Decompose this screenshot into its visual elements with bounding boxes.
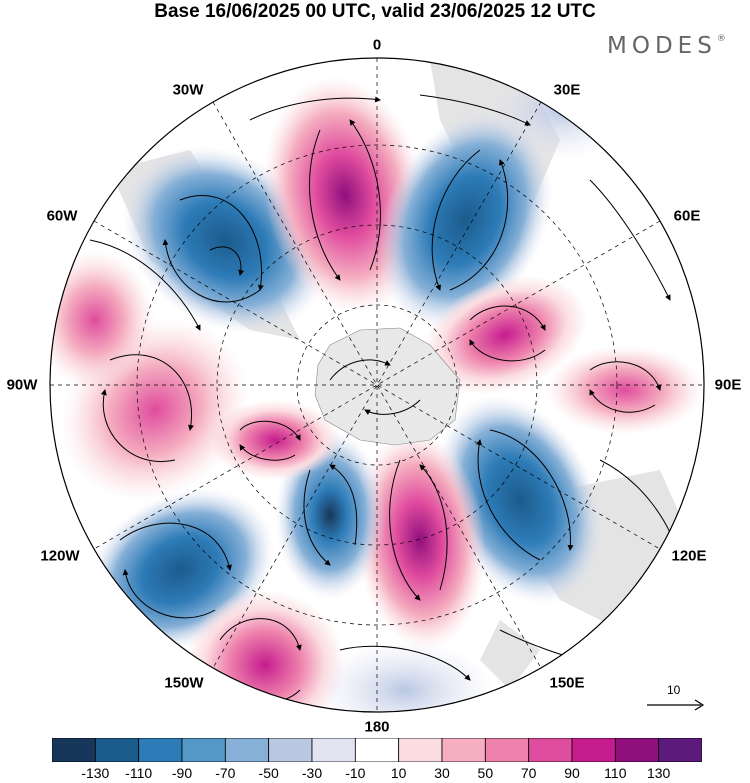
lon-label-150e: 150E (549, 674, 585, 692)
colorbar-tick: 10 (390, 765, 407, 781)
colorbar-box (528, 738, 573, 762)
colorbar-box (354, 738, 400, 762)
antarctica-land (314, 327, 461, 446)
lon-label-180: 180 (364, 718, 390, 736)
colorbar-tick: 70 (520, 765, 537, 781)
colorbar-box (268, 738, 313, 762)
colorbar-box (658, 738, 702, 762)
graticule (50, 58, 704, 712)
lon-label-120e: 120E (671, 547, 707, 565)
colorbar-tick: -10 (345, 765, 366, 781)
colorbar-tick: 30 (434, 765, 450, 781)
colorbar-box (52, 738, 96, 762)
colorbar-box (484, 738, 530, 762)
lon-label-90e: 90E (714, 376, 742, 394)
colorbar-tick: -90 (171, 765, 193, 781)
colorbar-box (311, 738, 356, 762)
colorbar-box (571, 738, 616, 762)
new-zealand-land (480, 620, 540, 690)
lon-label-60e: 60E (673, 207, 701, 225)
colorbar-box (94, 738, 140, 762)
colorbar-tick: -70 (215, 765, 236, 781)
colorbar-tick: -110 (125, 765, 153, 781)
colorbar-tick: 130 (646, 765, 671, 781)
colorbar-tick: -130 (81, 765, 110, 781)
lon-label-0: 0 (372, 36, 382, 54)
lon-label-150w: 150W (164, 674, 204, 692)
map-title: Base 16/06/2025 00 UTC, valid 23/06/2025… (154, 1, 596, 22)
lon-label-60w: 60W (46, 207, 78, 225)
vector-reference-label: 10 (667, 683, 681, 697)
colorbar-tick: 110 (604, 765, 627, 781)
field-layer (50, 58, 704, 712)
colorbar-tick: 50 (477, 765, 494, 781)
wind-vectors (89, 94, 682, 703)
colorbar-box (138, 738, 183, 762)
lon-label-30e: 30E (553, 81, 581, 99)
lon-label-90w: 90W (6, 376, 38, 394)
brand-logo: MODES® (607, 33, 726, 59)
colorbar-tick: 90 (564, 765, 580, 781)
colorbar-box (614, 738, 660, 762)
colorbar-box (224, 738, 270, 762)
vector-reference-arrow (647, 699, 705, 711)
colorbar-box (181, 738, 226, 762)
colorbar-tick: -30 (301, 765, 323, 781)
map-boundary (49, 57, 705, 713)
colorbar-box (441, 738, 486, 762)
colorbar-box (398, 738, 443, 762)
colorbar-tick: -50 (258, 765, 279, 781)
lon-label-120w: 120W (40, 547, 80, 565)
lon-label-30w: 30W (172, 81, 204, 99)
colorbar (52, 738, 702, 762)
